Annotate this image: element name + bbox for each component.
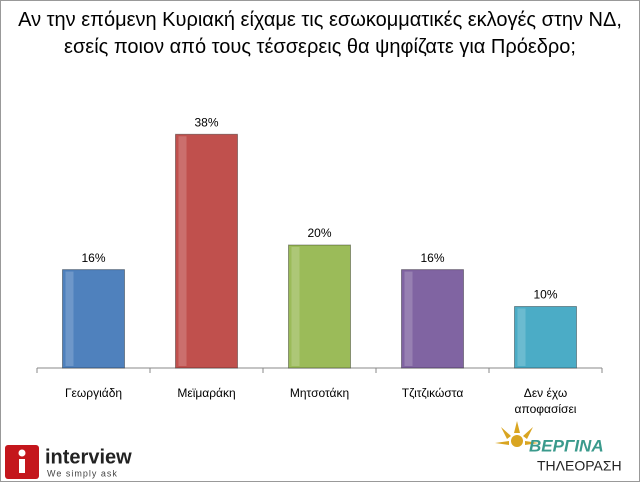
- bar: [175, 133, 238, 369]
- value-label: 16%: [81, 251, 105, 265]
- vergina-subtitle: ΤΗΛΕΟΡΑΣΗ: [537, 458, 622, 474]
- bar: [62, 269, 125, 369]
- vergina-sun: [495, 421, 539, 447]
- vergina-logo: ΒΕΡΓΙΝΑ: [529, 436, 604, 455]
- x-tick-label: Μεϊμαράκη: [177, 386, 236, 400]
- chart-title: Αν την επόμενη Κυριακή είχαμε τις εσωκομ…: [18, 9, 622, 58]
- logo-dot: [18, 449, 26, 457]
- bar: [288, 244, 351, 369]
- x-tick-label: Μητσοτάκη: [289, 386, 350, 400]
- bar-highlight: [517, 308, 526, 366]
- bar: [401, 269, 464, 369]
- x-tick-label: Γεωργιάδη: [64, 386, 123, 400]
- value-label: 10%: [533, 288, 557, 302]
- bar-highlight: [291, 247, 300, 366]
- bar-highlight: [404, 271, 413, 366]
- x-tick-label: Δεν έχω αποφασίσει: [514, 386, 577, 416]
- x-tick-label: Τζιτζικώστα: [401, 386, 464, 400]
- interview-slogan: We simply ask: [47, 468, 118, 478]
- value-label: 16%: [420, 251, 444, 265]
- logo-stem: [19, 459, 25, 473]
- value-label: 20%: [307, 226, 331, 240]
- bar-highlight: [65, 271, 74, 366]
- bar-highlight: [178, 136, 187, 366]
- interview-logo: interview: [45, 446, 132, 468]
- value-label: 38%: [194, 115, 218, 129]
- bar: [514, 306, 577, 369]
